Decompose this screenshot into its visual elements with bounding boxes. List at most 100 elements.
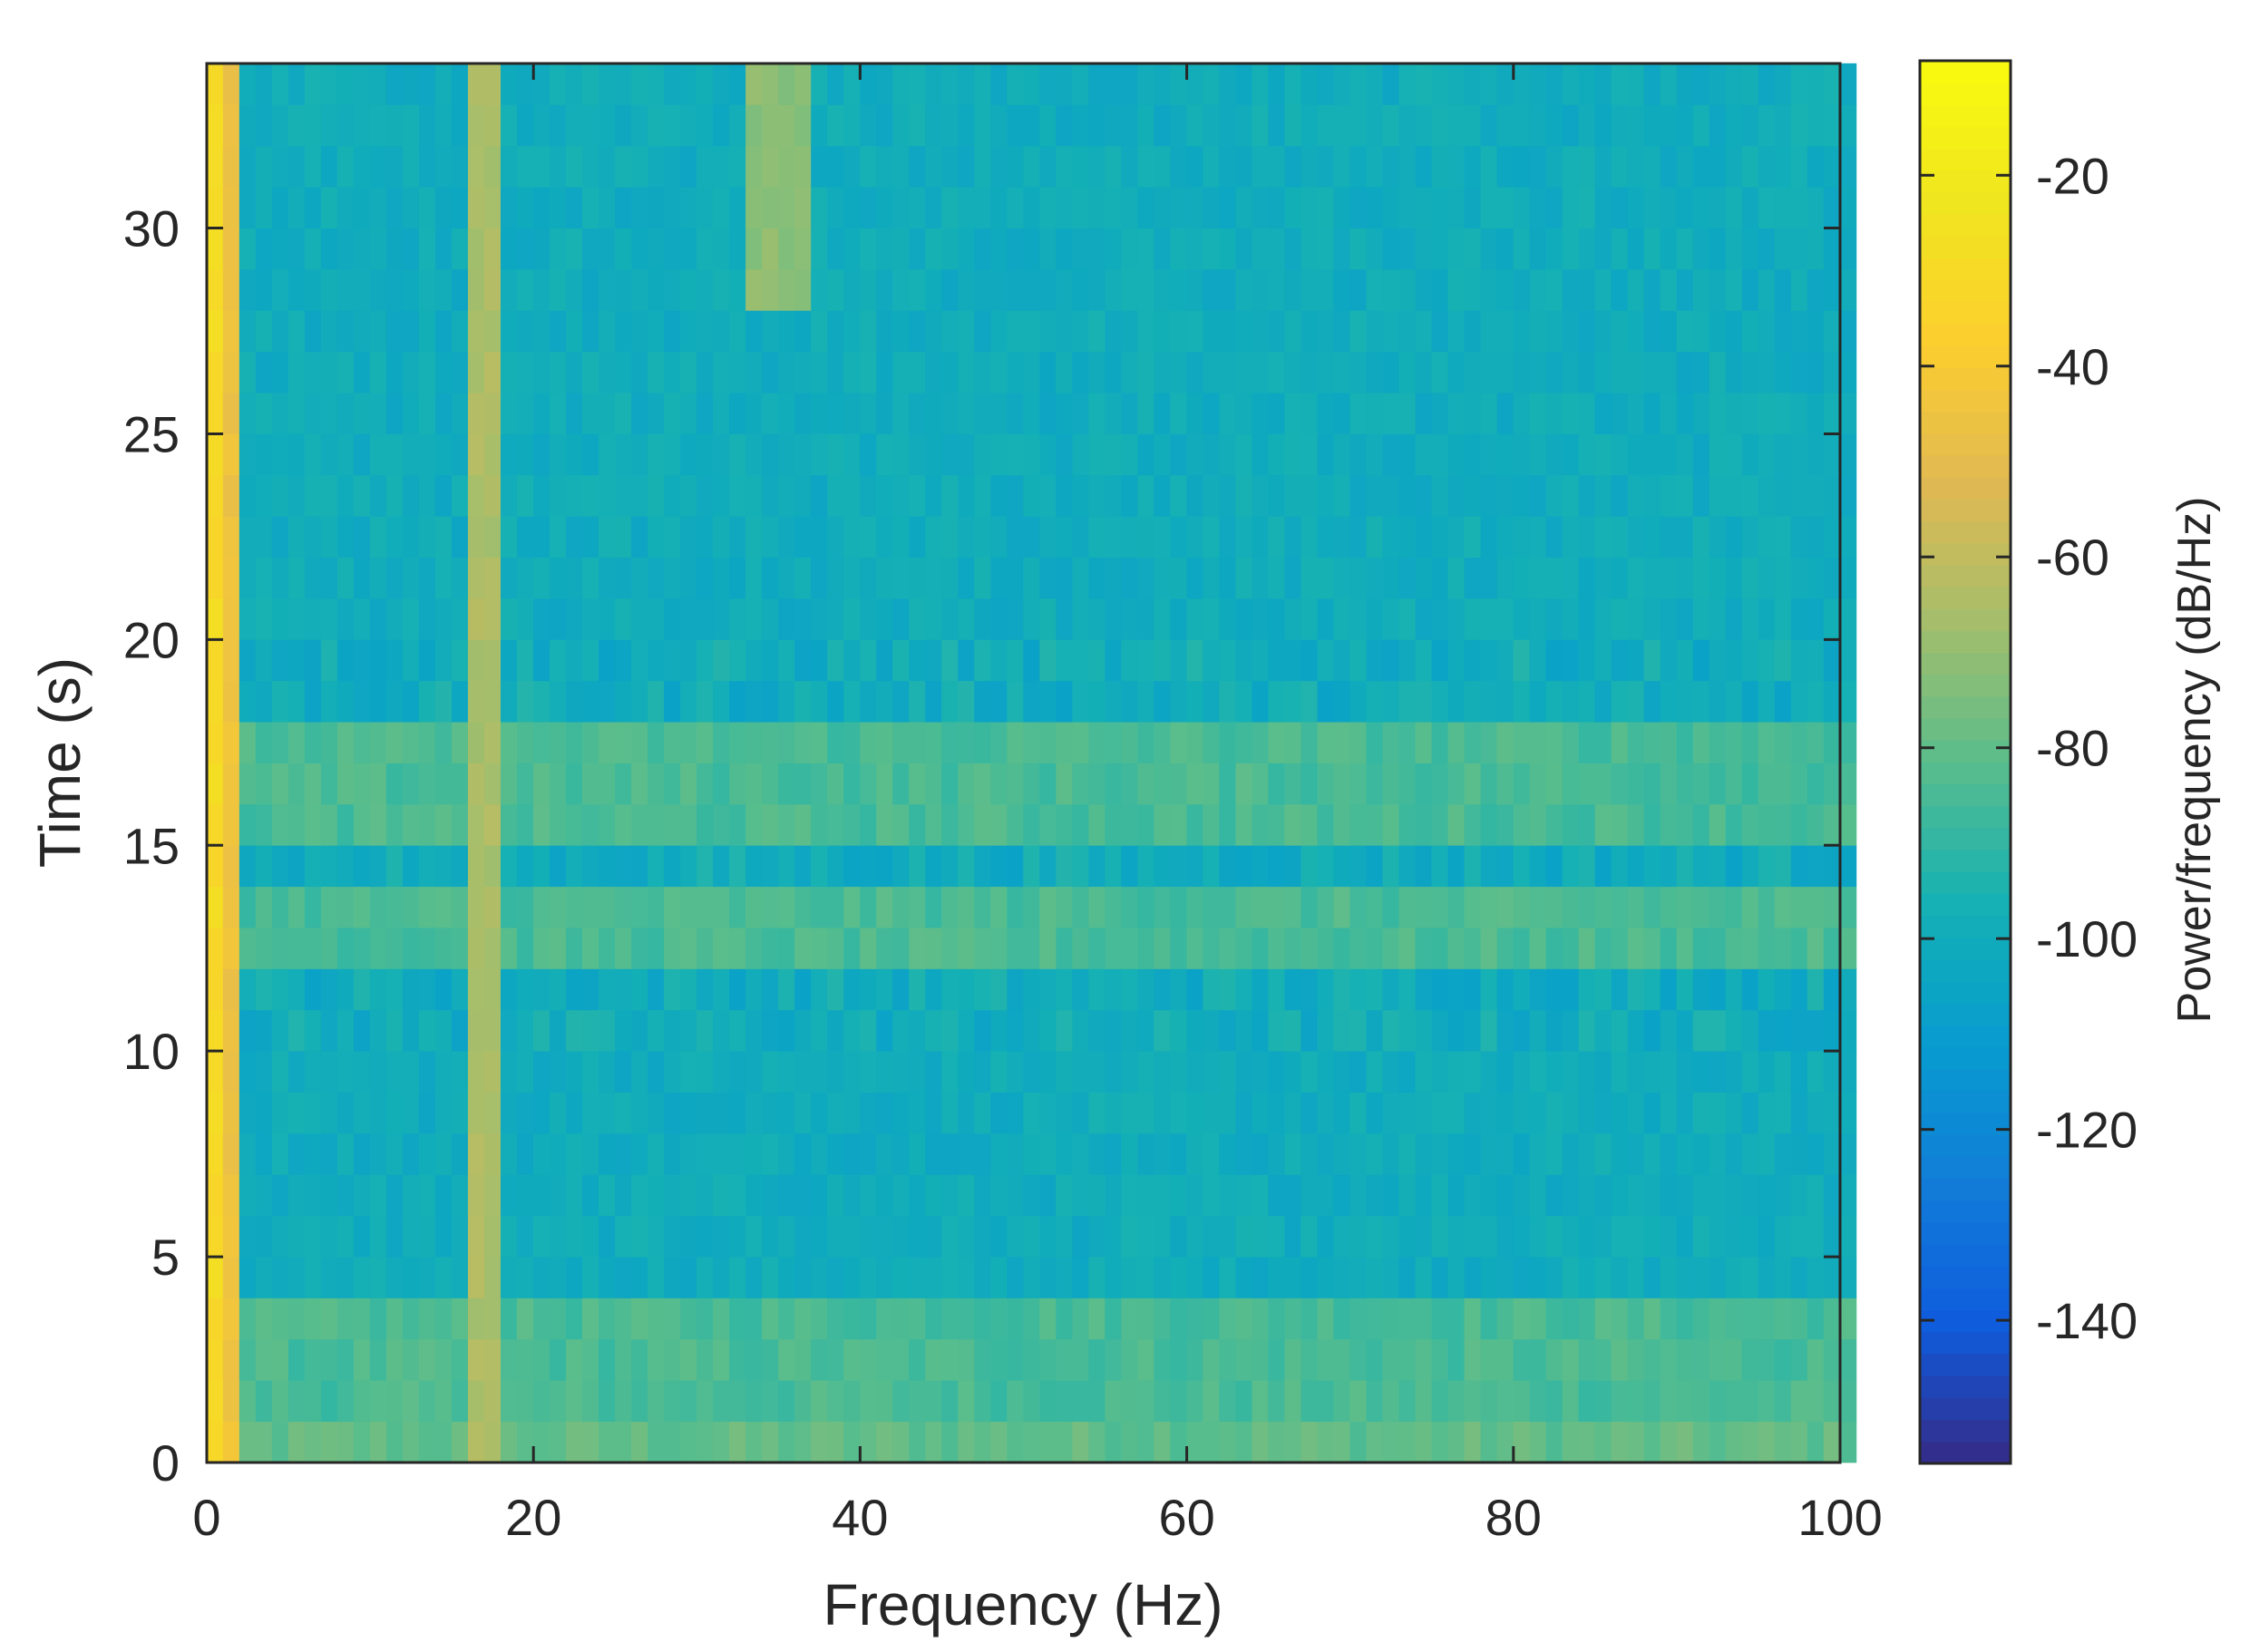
heatmap-cell [762, 1256, 779, 1298]
heatmap-cell [1741, 228, 1759, 270]
heatmap-cell [566, 927, 583, 969]
heatmap-cell [451, 803, 469, 846]
heatmap-cell [974, 433, 991, 476]
heatmap-cell [1480, 886, 1498, 928]
heatmap-cell [974, 845, 991, 888]
heatmap-cell [1741, 1215, 1759, 1258]
heatmap-cell [1284, 721, 1301, 763]
heatmap-cell [1480, 433, 1498, 476]
heatmap-cell [467, 186, 485, 228]
heatmap-cell [1790, 639, 1808, 682]
heatmap-cell [271, 1297, 289, 1340]
heatmap-cell [385, 1297, 404, 1340]
heatmap-cell [1186, 803, 1203, 846]
heatmap-cell [1235, 886, 1252, 928]
heatmap-cell [434, 474, 453, 517]
heatmap-cell [1611, 1297, 1629, 1340]
heatmap-cell [778, 1092, 795, 1134]
heatmap-cell [925, 186, 942, 228]
heatmap-cell [1382, 886, 1399, 928]
heatmap-cell [1578, 1174, 1596, 1217]
heatmap-cell [1725, 351, 1743, 394]
heatmap-cell [271, 1132, 289, 1175]
heatmap-cell [696, 186, 714, 228]
heatmap-cell [1154, 186, 1171, 228]
heatmap-cell [304, 1421, 322, 1463]
heatmap-cell [1121, 886, 1138, 928]
heatmap-cell [1072, 1256, 1089, 1298]
heatmap-cell [811, 63, 828, 105]
heatmap-cell [1545, 1174, 1563, 1217]
heatmap-cell [255, 1174, 273, 1217]
heatmap-cell [385, 927, 404, 969]
heatmap-cell [582, 392, 599, 434]
heatmap-cell [1823, 433, 1841, 476]
heatmap-cell [1758, 1297, 1776, 1340]
heatmap-cell [925, 927, 942, 969]
heatmap-cell [1105, 1092, 1122, 1134]
heatmap-cell [1529, 1256, 1547, 1298]
heatmap-cell [1170, 1092, 1187, 1134]
heatmap-cell [1578, 968, 1596, 1011]
heatmap-cell [483, 351, 502, 394]
heatmap-cell [974, 1009, 991, 1052]
heatmap-cell [1480, 1256, 1498, 1298]
heatmap-cell [222, 1256, 240, 1298]
heatmap-cell [1839, 1215, 1857, 1258]
heatmap-cell [729, 886, 746, 928]
heatmap-cell [434, 927, 453, 969]
heatmap-cell [1464, 1132, 1481, 1175]
heatmap-cell [1464, 433, 1481, 476]
heatmap-cell [483, 186, 502, 228]
heatmap-cell [1121, 228, 1138, 270]
heatmap-cell [974, 968, 991, 1011]
heatmap-cell [1627, 433, 1645, 476]
heatmap-cell [1007, 474, 1024, 517]
heatmap-cell [1578, 310, 1596, 353]
heatmap-cell [1284, 1174, 1301, 1217]
heatmap-cell [239, 392, 257, 434]
heatmap-cell [876, 968, 893, 1011]
heatmap-cell [1382, 1092, 1399, 1134]
heatmap-cell [1496, 1092, 1515, 1134]
heatmap-cell [1056, 63, 1073, 105]
heatmap-cell [222, 1009, 240, 1052]
heatmap-cell [664, 63, 681, 105]
heatmap-cell [1039, 433, 1057, 476]
heatmap-cell [1398, 1421, 1416, 1463]
heatmap-cell [794, 392, 812, 434]
heatmap-cell [1480, 1380, 1498, 1423]
heatmap-cell [1398, 186, 1416, 228]
colorbar-segment [1920, 1331, 2011, 1355]
heatmap-cell [843, 927, 861, 969]
heatmap-cell [550, 763, 567, 805]
x-tick-label: 40 [832, 1489, 888, 1546]
heatmap-cell [239, 433, 257, 476]
heatmap-cell [843, 1050, 861, 1093]
heatmap-cell [811, 1009, 828, 1052]
colorbar-segment [1920, 695, 2011, 719]
heatmap-cell [1758, 803, 1776, 846]
heatmap-cell [582, 1215, 599, 1258]
heatmap-cell [483, 63, 502, 105]
heatmap-cell [1186, 886, 1203, 928]
heatmap-cell [1594, 1421, 1612, 1463]
heatmap-cell [566, 886, 583, 928]
heatmap-cell [500, 228, 518, 270]
heatmap-cell [533, 63, 550, 105]
heatmap-cell [1807, 1256, 1825, 1298]
heatmap-cell [1219, 927, 1236, 969]
heatmap-cell [680, 763, 697, 805]
heatmap-cell [990, 1009, 1008, 1052]
heatmap-cell [680, 557, 697, 599]
heatmap-cell [1823, 351, 1841, 394]
heatmap-cell [1284, 186, 1301, 228]
heatmap-cell [745, 228, 763, 270]
heatmap-cell [402, 845, 420, 888]
heatmap-cell [1268, 1215, 1285, 1258]
heatmap-cell [827, 392, 844, 434]
heatmap-cell [974, 474, 991, 517]
colorbar-frame [1918, 59, 2012, 1465]
heatmap-cell [1056, 680, 1073, 723]
heatmap-cell [1807, 1092, 1825, 1134]
